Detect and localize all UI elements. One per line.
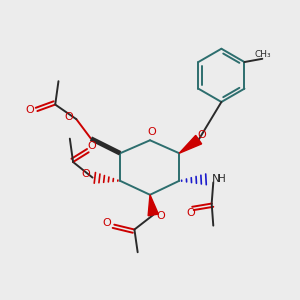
Text: O: O [65, 112, 74, 122]
Text: CH₃: CH₃ [255, 50, 272, 59]
Text: N: N [212, 174, 221, 184]
Text: O: O [82, 169, 90, 179]
Text: O: O [88, 141, 96, 152]
Polygon shape [148, 195, 158, 216]
Polygon shape [179, 135, 202, 153]
Text: O: O [156, 211, 165, 220]
Text: H: H [218, 174, 226, 184]
Text: O: O [147, 128, 156, 137]
Text: O: O [103, 218, 112, 228]
Text: O: O [25, 105, 34, 116]
Text: O: O [186, 208, 195, 218]
Text: O: O [197, 130, 206, 140]
